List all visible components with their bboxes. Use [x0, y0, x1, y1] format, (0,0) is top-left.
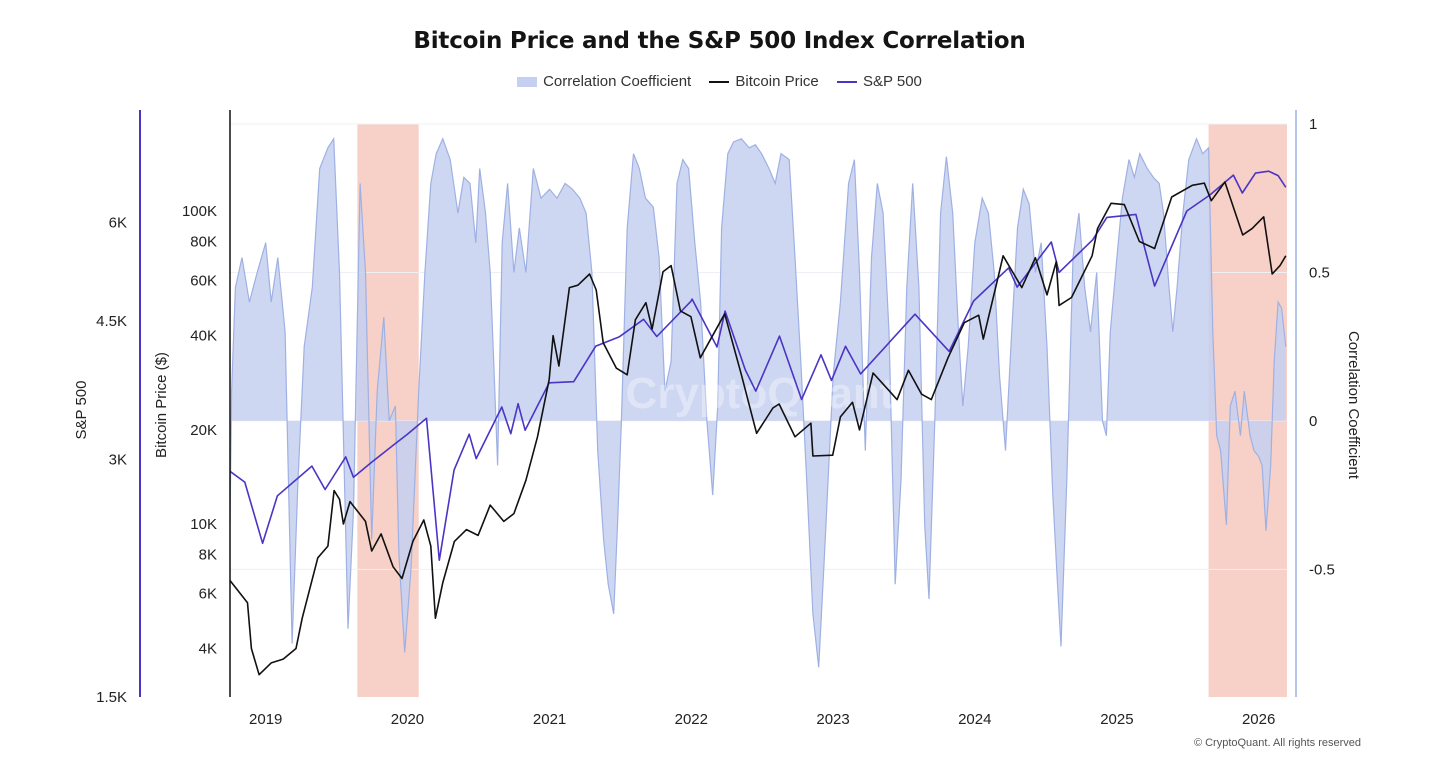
legend-item-correlation[interactable]: Correlation Coefficient [517, 73, 691, 90]
x-tick-2021: 2021 [533, 711, 566, 728]
corr-tick-4: -0.5 [1309, 561, 1335, 578]
highlight-periods [357, 124, 1287, 697]
copyright-notice: © CryptoQuant. All rights reserved [1193, 737, 1361, 749]
legend-label-sp500: S&P 500 [862, 72, 922, 90]
legend-item-sp500[interactable]: S&P 500 [836, 72, 922, 90]
sp500-tick-1: 6K [109, 214, 127, 231]
btc-tick-5: 20K [190, 422, 217, 439]
sp500-tick-2: 4.5K [96, 313, 127, 330]
btc-tick-4: 40K [190, 328, 217, 345]
sp500-tick-3: 3K [109, 452, 127, 469]
x-tick-2019: 2019 [249, 711, 282, 728]
legend-swatch-sp500 [836, 80, 857, 83]
btc-tick-7: 8K [199, 546, 217, 563]
axes: 100K 80K 60K 40K 20K 10K 8K 6K 4K 6K 4.5K 3K 1.5K 1 0.… [73, 110, 1362, 728]
corr-tick-2: 0.5 [1309, 264, 1330, 281]
legend-item-bitcoin[interactable]: Bitcoin Price [709, 72, 819, 90]
x-tick-2024: 2024 [958, 711, 991, 728]
legend-label-bitcoin: Bitcoin Price [735, 72, 819, 90]
btc-tick-6: 10K [190, 516, 217, 533]
x-tick-2026: 2026 [1242, 711, 1275, 728]
btc-tick-8: 6K [199, 585, 217, 602]
x-tick-2025: 2025 [1100, 711, 1133, 728]
x-tick-2020: 2020 [391, 711, 424, 728]
btc-tick-1: 100K [182, 203, 217, 220]
corr-tick-1: 1 [1309, 116, 1317, 133]
corr-axis-title: Correlation Coefficient [1345, 331, 1362, 480]
legend-swatch-bitcoin [709, 80, 730, 83]
btc-tick-2: 80K [190, 234, 217, 251]
bitcoin-price-line [229, 181, 1287, 676]
x-tick-2022: 2022 [675, 711, 708, 728]
btc-tick-3: 60K [190, 273, 217, 290]
sp500-line [229, 170, 1287, 561]
price-lines-layer [229, 170, 1287, 676]
correlation-area-layer [229, 136, 1287, 668]
chart-title: Bitcoin Price and the S&P 500 Index Corr… [413, 28, 1026, 54]
btc-axis-title: Bitcoin Price ($) [153, 352, 170, 458]
watermark: CryptoQuant [626, 369, 895, 418]
sp500-tick-4: 1.5K [96, 689, 127, 706]
legend-label-correlation: Correlation Coefficient [543, 72, 692, 90]
legend-swatch-correlation [517, 76, 538, 87]
legend: Correlation Coefficient Bitcoin Price S&… [0, 72, 1439, 90]
corr-tick-3: 0 [1309, 413, 1317, 430]
btc-tick-9: 4K [199, 641, 217, 658]
x-tick-2023: 2023 [816, 711, 849, 728]
sp500-axis-title: S&P 500 [73, 381, 90, 440]
correlation-area [230, 138, 1286, 668]
correlation-line [229, 136, 1287, 668]
